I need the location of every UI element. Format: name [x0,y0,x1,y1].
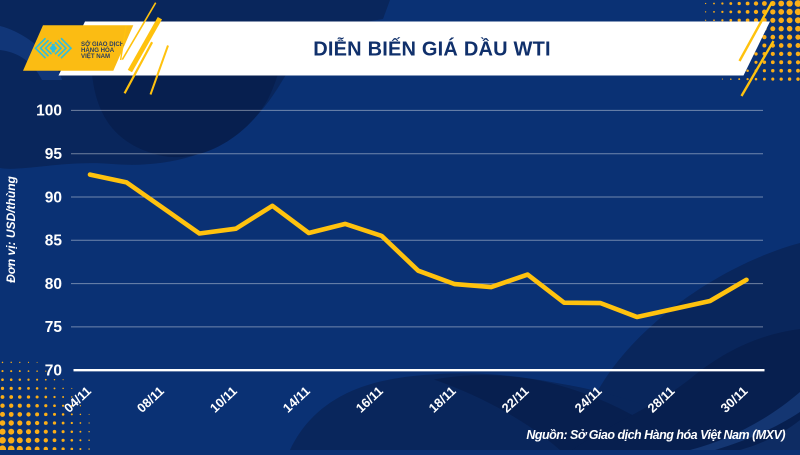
svg-text:85: 85 [45,233,63,250]
svg-text:SỞ GIAO DỊCH: SỞ GIAO DỊCH [81,41,124,48]
svg-text:Nguồn: Sở Giao dịch Hàng hóa V: Nguồn: Sở Giao dịch Hàng hóa Việt Nam (M… [526,428,785,442]
svg-text:95: 95 [45,146,63,163]
svg-text:80: 80 [45,276,62,293]
svg-text:HÀNG HÓA: HÀNG HÓA [81,46,115,54]
svg-text:100: 100 [36,103,62,120]
svg-text:VIỆT NAM: VIỆT NAM [81,52,110,60]
svg-text:70: 70 [45,363,62,380]
svg-text:DIỄN BIẾN GIÁ DẦU WTI: DIỄN BIẾN GIÁ DẦU WTI [313,38,551,61]
svg-text:90: 90 [45,189,62,206]
svg-text:75: 75 [45,319,63,336]
svg-text:Đơn vị: USD/thùng: Đơn vị: USD/thùng [4,175,18,282]
